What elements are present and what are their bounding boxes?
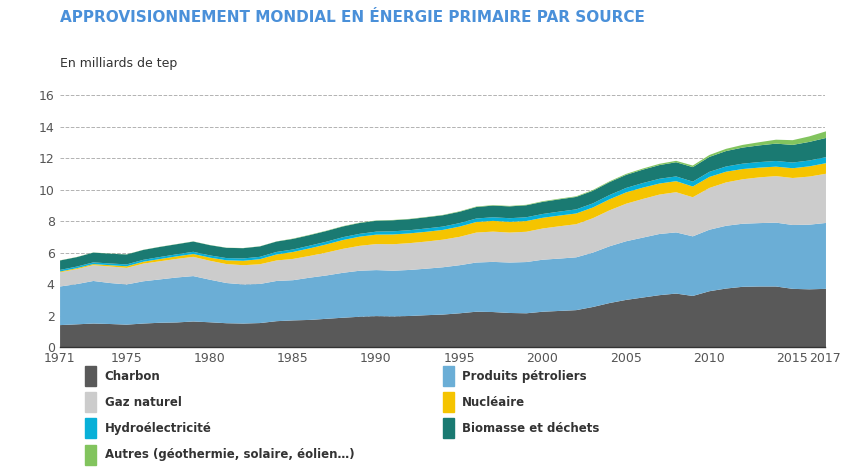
Text: Autres (géothermie, solaire, éolien…): Autres (géothermie, solaire, éolien…) [105, 448, 354, 461]
Text: Produits pétroliers: Produits pétroliers [462, 369, 586, 383]
Text: Hydroélectricité: Hydroélectricité [105, 422, 212, 435]
Text: Gaz naturel: Gaz naturel [105, 396, 181, 409]
Text: APPROVISIONNEMENT MONDIAL EN ÉNERGIE PRIMAIRE PAR SOURCE: APPROVISIONNEMENT MONDIAL EN ÉNERGIE PRI… [60, 10, 644, 25]
Text: En milliards de tep: En milliards de tep [60, 57, 177, 70]
Text: Nucléaire: Nucléaire [462, 396, 525, 409]
Text: Biomasse et déchets: Biomasse et déchets [462, 422, 599, 435]
Text: Charbon: Charbon [105, 369, 161, 383]
